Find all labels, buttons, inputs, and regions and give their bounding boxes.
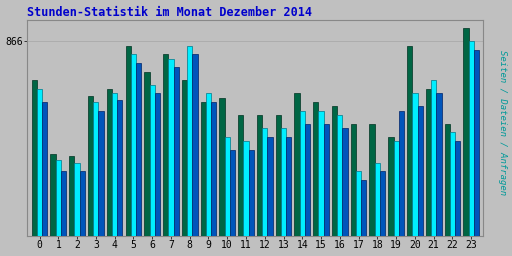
Bar xyxy=(74,163,80,236)
Bar xyxy=(343,128,348,236)
Bar xyxy=(275,115,281,236)
Bar xyxy=(230,150,235,236)
Bar xyxy=(112,93,117,236)
Bar xyxy=(324,124,329,236)
Bar xyxy=(294,93,300,236)
Bar xyxy=(394,141,399,236)
Bar xyxy=(361,180,367,236)
Bar xyxy=(32,80,37,236)
Bar xyxy=(69,156,74,236)
Bar xyxy=(337,115,343,236)
Bar xyxy=(168,59,174,236)
Bar xyxy=(375,163,380,236)
Bar xyxy=(125,46,131,236)
Bar xyxy=(463,28,468,236)
Bar xyxy=(332,106,337,236)
Bar xyxy=(351,124,356,236)
Bar xyxy=(318,111,324,236)
Bar xyxy=(155,93,160,236)
Bar xyxy=(243,141,249,236)
Bar xyxy=(225,137,230,236)
Bar xyxy=(468,41,474,236)
Bar xyxy=(281,128,286,236)
Bar xyxy=(455,141,460,236)
Bar xyxy=(417,106,423,236)
Bar xyxy=(474,50,479,236)
Bar xyxy=(206,93,211,236)
Bar xyxy=(163,54,168,236)
Text: Stunden-Statistik im Monat Dezember 2014: Stunden-Statistik im Monat Dezember 2014 xyxy=(27,6,312,18)
Bar xyxy=(300,111,305,236)
Bar xyxy=(211,102,217,236)
Bar xyxy=(436,93,441,236)
Bar xyxy=(238,115,243,236)
Bar xyxy=(144,72,150,236)
Bar xyxy=(187,46,193,236)
Bar xyxy=(80,171,85,236)
Bar xyxy=(267,137,273,236)
Bar xyxy=(88,95,93,236)
Bar xyxy=(117,100,122,236)
Bar xyxy=(56,161,61,236)
Text: Seiten / Dateien / Anfragen: Seiten / Dateien / Anfragen xyxy=(498,50,507,195)
Bar xyxy=(380,171,385,236)
Bar xyxy=(305,124,310,236)
Bar xyxy=(313,102,318,236)
Bar xyxy=(201,102,206,236)
Bar xyxy=(193,54,198,236)
Bar xyxy=(412,93,417,236)
Bar xyxy=(150,85,155,236)
Bar xyxy=(219,98,225,236)
Bar xyxy=(370,124,375,236)
Bar xyxy=(249,150,254,236)
Bar xyxy=(98,111,104,236)
Bar xyxy=(37,89,42,236)
Bar xyxy=(431,80,436,236)
Bar xyxy=(61,171,66,236)
Bar xyxy=(174,67,179,236)
Bar xyxy=(50,154,56,236)
Bar xyxy=(450,132,455,236)
Bar xyxy=(426,89,431,236)
Bar xyxy=(262,128,267,236)
Bar xyxy=(399,111,404,236)
Bar xyxy=(136,63,141,236)
Bar xyxy=(131,54,136,236)
Bar xyxy=(388,137,394,236)
Bar xyxy=(444,124,450,236)
Bar xyxy=(407,46,412,236)
Bar xyxy=(286,137,291,236)
Bar xyxy=(182,80,187,236)
Bar xyxy=(93,102,98,236)
Bar xyxy=(356,171,361,236)
Bar xyxy=(106,89,112,236)
Bar xyxy=(257,115,262,236)
Bar xyxy=(42,102,48,236)
